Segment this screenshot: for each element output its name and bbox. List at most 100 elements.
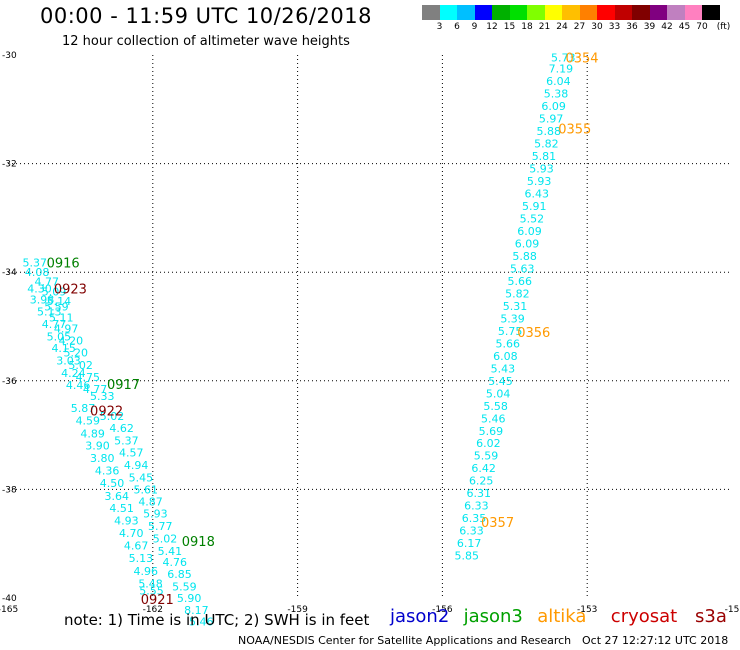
wave-height-value: 5.61 [133, 483, 158, 496]
color-scale-label: 42 [661, 22, 673, 32]
wave-height-value: 6.42 [471, 462, 496, 475]
generated-timestamp: Oct 27 12:27:12 UTC 2018 [582, 634, 729, 647]
wave-height-value: 5.37 [22, 256, 47, 269]
wave-height-value: 4.20 [59, 335, 84, 348]
wave-height-value: 6.09 [517, 225, 542, 238]
color-scale-label: 24 [556, 22, 568, 32]
color-swatch [509, 5, 527, 20]
lon-tick-label: -156 [432, 605, 453, 615]
wave-height-value: 5.93 [529, 162, 554, 175]
wave-height-value: 7.19 [549, 63, 574, 76]
wave-height-value: 6.02 [476, 437, 501, 450]
color-swatch [632, 5, 650, 20]
color-scale-bar [422, 5, 720, 20]
wave-height-value: 5.88 [537, 125, 562, 138]
wave-height-value: 5.66 [508, 275, 533, 288]
wave-height-value: 4.76 [162, 556, 187, 569]
color-swatch [527, 5, 545, 20]
wave-height-value: 6.85 [167, 568, 192, 581]
wave-height-value: 8.17 [184, 604, 209, 617]
wave-height-value: 6.25 [469, 475, 494, 488]
wave-height-value: 5.48 [138, 577, 163, 590]
wave-height-value: 6.33 [459, 525, 484, 538]
wave-height-value: 4.77 [35, 275, 60, 288]
wave-height-value: 5.11 [49, 311, 74, 324]
wave-height-value: 4.62 [109, 422, 134, 435]
wave-height-value: 5.93 [527, 175, 552, 188]
wave-height-value: 5.90 [177, 592, 202, 605]
wave-height-value: 5.13 [129, 552, 154, 565]
color-swatch [562, 5, 580, 20]
wave-height-value: 5.37 [114, 435, 139, 448]
wave-height-value: 4.24 [61, 367, 86, 380]
color-scale-label: 9 [471, 22, 478, 32]
wave-height-value: 5.43 [491, 362, 515, 375]
wave-height-value: 5.14 [47, 295, 72, 308]
wave-height-value: 5.93 [143, 507, 168, 520]
color-swatch [439, 5, 457, 20]
wave-height-value: 5.02 [153, 532, 178, 545]
wave-height-value: 6.09 [541, 100, 566, 113]
wave-height-value: 5.59 [474, 450, 499, 463]
color-scale-label: 21 [538, 22, 551, 32]
wave-height-value: 5.82 [534, 138, 559, 151]
color-scale-label: 27 [573, 22, 586, 32]
wave-height-value: 3.80 [90, 452, 115, 465]
wave-height-value: 5.46 [481, 412, 506, 425]
lat-tick-label: -34 [2, 268, 17, 278]
pass-time-label: 0354 [565, 52, 598, 67]
wave-height-value: 6.09 [515, 237, 540, 250]
wave-height-value: 5.39 [500, 312, 525, 325]
wave-height-value: 4.75 [76, 371, 101, 384]
wave-height-value: 6.08 [493, 350, 517, 363]
wave-height-value: 5.13 [37, 305, 62, 318]
wave-height-value: 5.77 [148, 520, 173, 533]
wave-height-value: 4.77 [42, 318, 67, 331]
wave-height-value: 4.08 [25, 266, 50, 279]
color-scale-label: 30 [591, 22, 603, 32]
lon-tick-label: -153 [577, 605, 597, 615]
color-scale-label: 36 [626, 22, 638, 32]
color-swatch [579, 5, 597, 20]
wave-height-value: 5.02 [68, 359, 93, 372]
color-scale-label: 18 [521, 22, 533, 32]
wave-height-value: 4.70 [119, 527, 144, 540]
wave-height-value: 5.91 [522, 200, 547, 213]
wave-height-value: 5.87 [71, 402, 96, 415]
wave-height-value: 5.59 [44, 300, 68, 313]
lon-tick-label: -15 [725, 605, 740, 615]
color-scale-label: 6 [454, 22, 460, 32]
wave-height-value: 4.96 [133, 565, 158, 578]
pass-time-label: 0918 [182, 535, 215, 550]
color-swatch [649, 5, 667, 20]
lon-tick-label: -162 [143, 605, 163, 615]
color-swatch [492, 5, 510, 20]
color-scale-label: 45 [678, 22, 691, 32]
color-swatch [684, 5, 702, 20]
color-scale-label: 15 [503, 22, 516, 32]
pass-time-label: 0922 [90, 405, 123, 420]
lat-tick-label: -36 [2, 377, 17, 387]
legend-entry-jason3: jason3 [463, 606, 523, 627]
wave-height-value: 5.38 [544, 88, 569, 101]
legend-entry-s3a: s3a [695, 606, 727, 627]
pass-time-label: 0355 [558, 122, 591, 137]
lat-tick-label: -32 [2, 160, 17, 170]
wave-height-value: 6.43 [524, 187, 549, 200]
color-swatch [667, 5, 685, 20]
color-scale-unit: (ft) [716, 22, 731, 32]
wave-height-value: 4.36 [95, 464, 120, 477]
map-title: 00:00 - 11:59 UTC 10/26/2018 [40, 4, 372, 28]
color-swatch [474, 5, 492, 20]
wave-height-value: 5.55 [139, 584, 164, 597]
color-swatch [544, 5, 562, 20]
wave-height-value: 4.30 [27, 282, 52, 295]
wave-height-value: 4.89 [80, 427, 105, 440]
wave-height-value: 6.35 [462, 512, 487, 525]
wave-height-value: 5.75 [498, 325, 523, 338]
wave-height-value: 3.98 [30, 293, 55, 306]
wave-height-value: 5.85 [454, 550, 479, 563]
wave-height-value: 4.67 [124, 539, 149, 552]
color-scale-label: 12 [486, 22, 498, 32]
pass-time-label: 0917 [107, 378, 140, 393]
